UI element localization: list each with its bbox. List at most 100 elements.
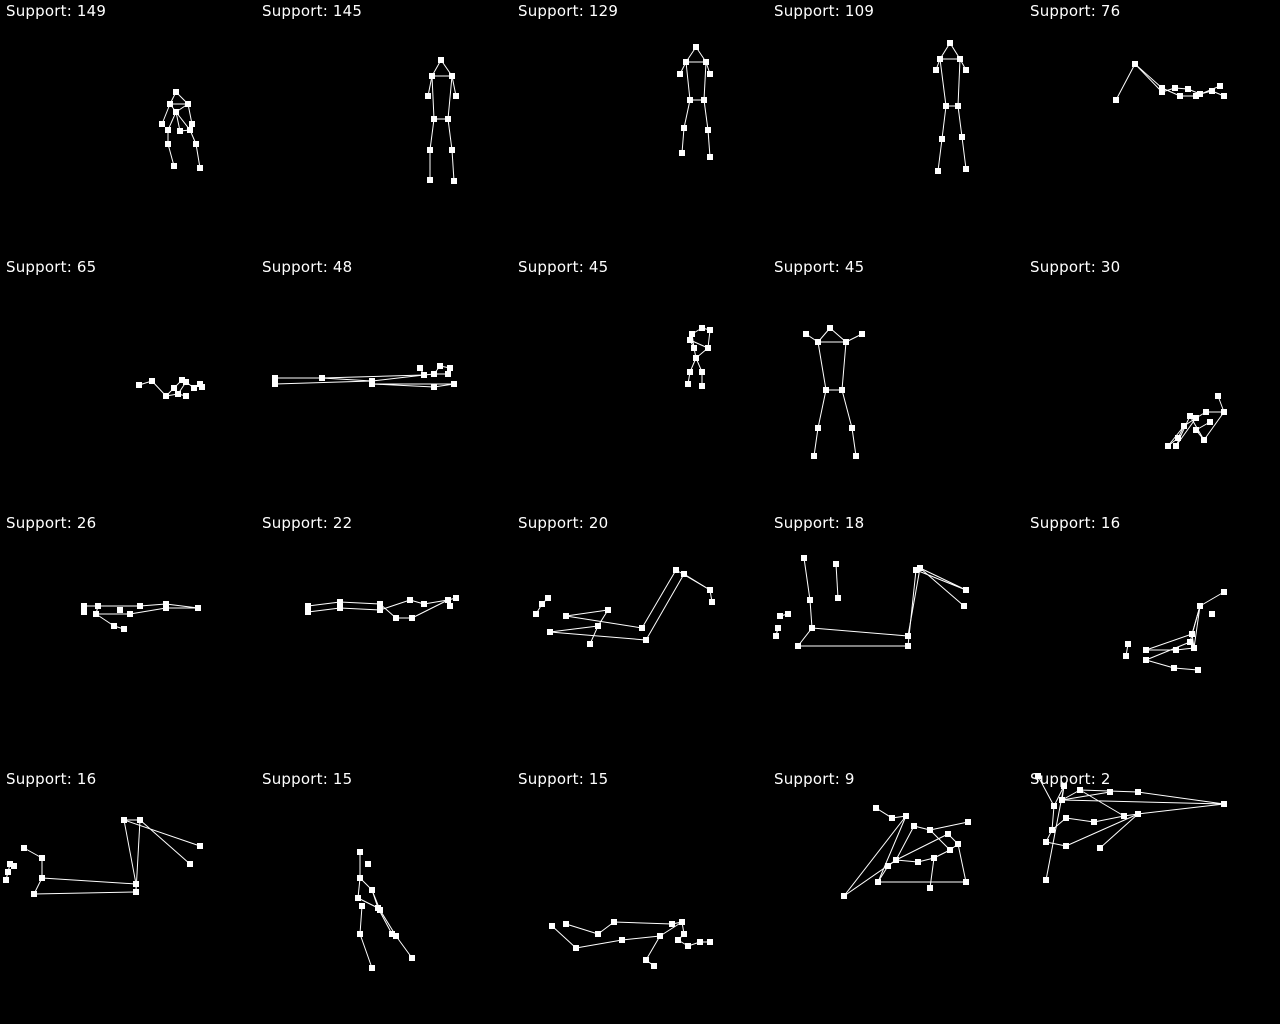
pose-cluster-cell: Support: 76 (1024, 0, 1280, 256)
skeleton-joint (393, 933, 399, 939)
skeleton-bone (1135, 64, 1162, 88)
skeleton-joint (121, 817, 127, 823)
skeleton-joint (803, 331, 809, 337)
skeleton-bone (1052, 806, 1054, 830)
skeleton-bone (958, 844, 966, 882)
skeleton-figure (1024, 768, 1280, 1024)
skeleton-joint (171, 385, 177, 391)
support-label: Support: 45 (518, 258, 608, 276)
skeleton-figure (0, 512, 256, 768)
skeleton-joint (1063, 843, 1069, 849)
skeleton-bone (1204, 412, 1224, 440)
support-label: Support: 45 (774, 258, 864, 276)
skeleton-figure (0, 768, 256, 1024)
skeleton-joint (965, 819, 971, 825)
skeleton-joint (1203, 409, 1209, 415)
skeleton-joint (1201, 437, 1207, 443)
skeleton-bone (686, 62, 690, 100)
skeleton-joint (272, 381, 278, 387)
skeleton-joint (357, 931, 363, 937)
pose-cluster-cell: Support: 9 (768, 768, 1024, 1024)
skeleton-joint (369, 887, 375, 893)
skeleton-joint (815, 425, 821, 431)
skeleton-bone (1116, 64, 1135, 100)
skeleton-joint (369, 965, 375, 971)
skeleton-joint (1135, 789, 1141, 795)
skeleton-joint (163, 393, 169, 399)
skeleton-joint (165, 141, 171, 147)
skeleton-bone (1194, 606, 1200, 648)
skeleton-joint (643, 637, 649, 643)
skeleton-bone (396, 936, 412, 958)
skeleton-bone (962, 137, 966, 169)
skeleton-bone (448, 76, 452, 119)
skeleton-joint (355, 895, 361, 901)
pose-cluster-cell: Support: 15 (512, 768, 768, 1024)
skeleton-joint (841, 893, 847, 899)
skeleton-joint (5, 869, 11, 875)
skeleton-bone (646, 936, 660, 960)
skeleton-bone (275, 381, 372, 384)
skeleton-joint (685, 381, 691, 387)
skeleton-joint (197, 843, 203, 849)
skeleton-joint (1209, 611, 1215, 617)
skeleton-joint (163, 605, 169, 611)
skeleton-joint (31, 891, 37, 897)
skeleton-bone (566, 616, 642, 628)
skeleton-bone (340, 608, 380, 610)
support-label: Support: 18 (774, 514, 864, 532)
skeleton-joint (573, 945, 579, 951)
skeleton-joint (915, 859, 921, 865)
skeleton-joint (801, 555, 807, 561)
skeleton-joint (81, 603, 87, 609)
skeleton-joint (175, 391, 181, 397)
skeleton-joint (1193, 427, 1199, 433)
support-label: Support: 76 (1030, 2, 1120, 20)
skeleton-figure (768, 512, 1024, 768)
skeleton-joint (179, 377, 185, 383)
skeleton-joint (1132, 61, 1138, 67)
skeleton-bone (360, 934, 372, 968)
skeleton-bone (1146, 642, 1190, 660)
skeleton-joint (903, 813, 909, 819)
pose-cluster-cell: Support: 129 (512, 0, 768, 256)
skeleton-bone (42, 878, 136, 884)
skeleton-joint (815, 339, 821, 345)
skeleton-bone (684, 574, 710, 590)
skeleton-bone (810, 600, 812, 628)
skeleton-joint (947, 40, 953, 46)
skeleton-joint (935, 168, 941, 174)
skeleton-joint (1191, 645, 1197, 651)
support-label: Support: 48 (262, 258, 352, 276)
skeleton-joint (1171, 665, 1177, 671)
skeleton-joint (1173, 443, 1179, 449)
skeleton-joint (689, 331, 695, 337)
skeleton-joint (707, 939, 713, 945)
skeleton-joint (1135, 811, 1141, 817)
skeleton-joint (337, 605, 343, 611)
skeleton-joint (1189, 631, 1195, 637)
skeleton-figure (1024, 256, 1280, 512)
skeleton-joint (359, 903, 365, 909)
skeleton-joint (111, 623, 117, 629)
skeleton-joint (853, 453, 859, 459)
skeleton-bone (308, 602, 340, 606)
skeleton-joint (651, 963, 657, 969)
skeleton-bone (124, 820, 200, 846)
skeleton-bone (1200, 592, 1224, 606)
skeleton-bone (550, 632, 646, 640)
skeleton-bone (896, 826, 914, 860)
skeleton-joint (707, 587, 713, 593)
skeleton-joint (393, 615, 399, 621)
skeleton-joint (421, 601, 427, 607)
skeleton-bone (550, 626, 598, 632)
skeleton-joint (3, 877, 9, 883)
skeleton-bone (938, 139, 942, 171)
skeleton-joint (451, 178, 457, 184)
skeleton-joint (1063, 815, 1069, 821)
skeleton-joint (705, 345, 711, 351)
skeleton-joint (137, 603, 143, 609)
skeleton-bone (958, 106, 962, 137)
skeleton-joint (1193, 415, 1199, 421)
skeleton-bone (552, 926, 576, 948)
